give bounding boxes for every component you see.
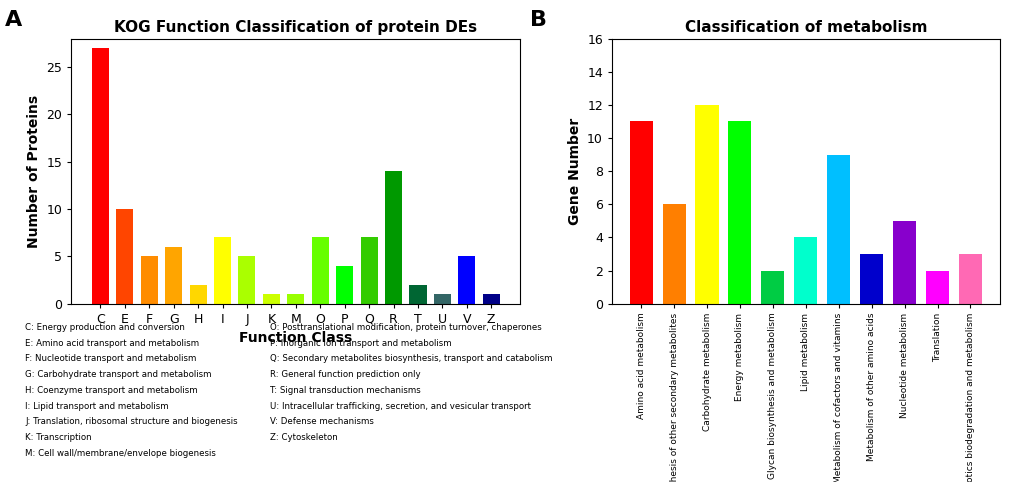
Text: O: Posttranslational modification, protein turnover, chaperones: O: Posttranslational modification, prote… [270,323,541,332]
Text: V: Defense mechanisms: V: Defense mechanisms [270,417,374,427]
Text: E: Amino acid transport and metabolism: E: Amino acid transport and metabolism [25,338,200,348]
Bar [409,285,426,304]
Title: KOG Function Classification of protein DEs: KOG Function Classification of protein D… [114,20,477,35]
Text: A: A [5,10,22,29]
Text: C: Energy production and conversion: C: Energy production and conversion [25,323,185,332]
Bar [826,155,850,304]
Text: H: Coenzyme transport and metabolism: H: Coenzyme transport and metabolism [25,386,198,395]
Text: G: Carbohydrate transport and metabolism: G: Carbohydrate transport and metabolism [25,370,212,379]
Text: M: Cell wall/membrane/envelope biogenesis: M: Cell wall/membrane/envelope biogenesi… [25,449,216,458]
Bar [92,48,109,304]
Y-axis label: Gene Number: Gene Number [567,118,581,225]
Text: T: Signal transduction mechanisms: T: Signal transduction mechanisms [270,386,421,395]
Text: K: Transcription: K: Transcription [25,433,92,442]
Bar [214,237,231,304]
Text: R: General function prediction only: R: General function prediction only [270,370,421,379]
Bar [384,171,401,304]
Bar [695,105,717,304]
Bar [165,247,182,304]
Bar [958,254,981,304]
Text: P: Inorganic ion transport and metabolism: P: Inorganic ion transport and metabolis… [270,338,451,348]
Text: Z: Cytoskeleton: Z: Cytoskeleton [270,433,337,442]
Bar [662,204,685,304]
Bar [893,221,915,304]
Bar [190,285,207,304]
Text: B: B [530,10,547,29]
Bar [141,256,158,304]
Bar [760,270,784,304]
Bar [433,294,450,304]
Text: J: Translation, ribosomal structure and biogenesis: J: Translation, ribosomal structure and … [25,417,237,427]
Bar [238,256,255,304]
Title: Classification of metabolism: Classification of metabolism [684,20,926,35]
Bar [287,294,304,304]
Bar [925,270,948,304]
Bar [629,121,652,304]
Bar [859,254,882,304]
X-axis label: Function Class: Function Class [238,331,353,345]
Bar [360,237,377,304]
Bar [116,209,133,304]
Bar [336,266,353,304]
Y-axis label: Number of Proteins: Number of Proteins [26,94,41,248]
Text: Q: Secondary metabolites biosynthesis, transport and catabolism: Q: Secondary metabolites biosynthesis, t… [270,354,552,363]
Bar [312,237,328,304]
Text: U: Intracellular trafficking, secretion, and vesicular transport: U: Intracellular trafficking, secretion,… [270,402,531,411]
Bar [458,256,475,304]
Bar [482,294,499,304]
Bar [728,121,751,304]
Text: F: Nucleotide transport and metabolism: F: Nucleotide transport and metabolism [25,354,197,363]
Bar [794,237,816,304]
Bar [263,294,279,304]
Text: I: Lipid transport and metabolism: I: Lipid transport and metabolism [25,402,169,411]
